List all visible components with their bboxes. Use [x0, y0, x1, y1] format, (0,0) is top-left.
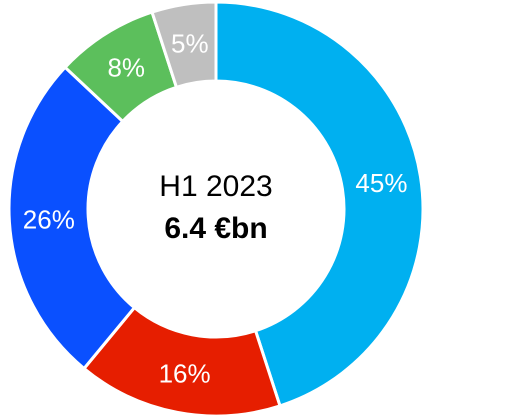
slice-label-0: 45%: [355, 168, 407, 198]
center-period-label: H1 2023: [159, 170, 272, 203]
slice-label-1: 16%: [159, 359, 211, 389]
slice-label-3: 8%: [107, 53, 145, 83]
slice-label-2: 26%: [23, 205, 75, 235]
donut-slice-2: [7, 65, 137, 371]
slice-labels: 45% 16% 26% 8% 5%: [23, 29, 408, 389]
slice-label-4: 5%: [171, 29, 209, 59]
donut-slice-0: [214, 0, 425, 408]
donut-slices: [7, 0, 425, 418]
donut-slice-4: [150, 0, 218, 90]
center-total-label: 6.4 €bn: [164, 212, 267, 245]
